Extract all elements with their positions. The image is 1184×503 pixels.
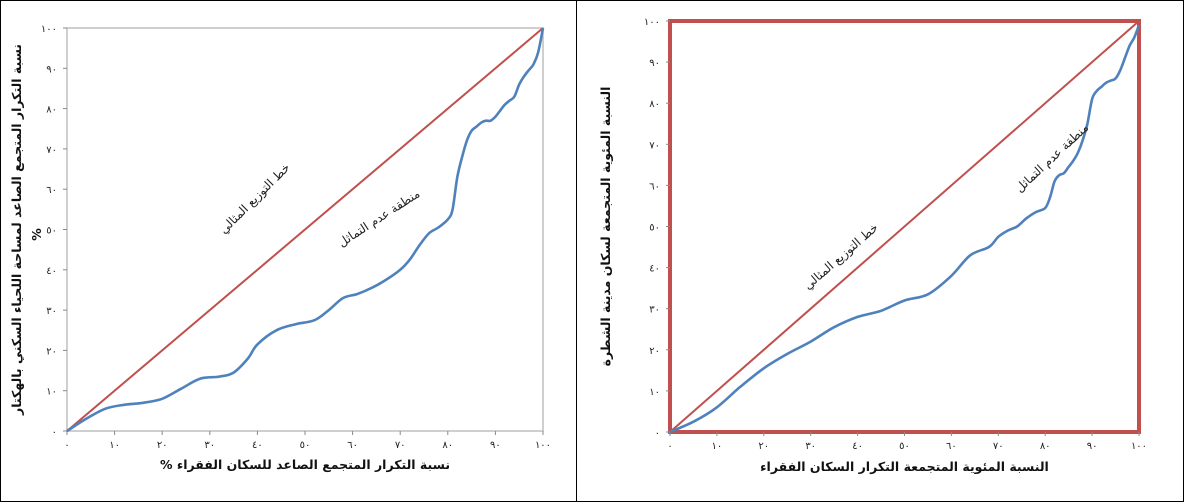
y-tick-label: ١٠ bbox=[46, 387, 57, 398]
lorenz-chart-area: ٠ ١٠ ٢٠ ٣٠ ٤٠ ٥٠ ٦٠ ٧٠ ٨٠ ٩٠ ١٠٠ ٠ ١٠ ٢٠ ٣٠ ٤٠ ٥٠ ٦٠ ٧٠ ٨٠ ٩… bbox=[9, 24, 551, 472]
equality-line-label: خط التوزيع المثالي bbox=[217, 160, 294, 237]
y-tick-label: ٨٠ bbox=[46, 105, 57, 116]
y-tick-label: ٠ bbox=[52, 427, 57, 438]
x-tick-label: ٤٠ bbox=[852, 441, 863, 452]
equality-line bbox=[669, 20, 1140, 433]
x-tick-label: ٧٠ bbox=[395, 440, 406, 451]
y-tick-label: ٩٠ bbox=[46, 64, 57, 75]
y-tick-label: ٥٠ bbox=[649, 223, 660, 234]
y-tick-label: ٣٠ bbox=[46, 306, 57, 317]
x-tick-label: ٥٠ bbox=[300, 440, 311, 451]
lorenz-chart-population: ٠ ١٠ ٢٠ ٣٠ ٤٠ ٥٠ ٦٠ ٧٠ ٨٠ ٩٠ ١٠٠ ٠ ١٠ ٢٠ ٣٠ ٤٠ ٥٠ ٦٠ ٧٠ ٨٠ ٩… bbox=[598, 17, 1147, 474]
left-chart-cell: ٠ ١٠ ٢٠ ٣٠ ٤٠ ٥٠ ٦٠ ٧٠ ٨٠ ٩٠ ١٠٠ ٠ ١٠ ٢٠ ٣٠ ٤٠ ٥٠ ٦٠ ٧٠ ٨٠ ٩… bbox=[0, 0, 577, 502]
x-tick-label: ٧٠ bbox=[993, 441, 1004, 452]
y-tick-label: ٠ bbox=[655, 428, 660, 439]
x-tick-label: ٩٠ bbox=[490, 440, 501, 451]
inequality-area-label: منطقة عدم التماثل bbox=[1013, 120, 1092, 195]
lorenz-curve bbox=[669, 24, 1141, 434]
y-tick-label: ٧٠ bbox=[649, 140, 660, 151]
x-tick-label: ١٠٠ bbox=[1131, 441, 1147, 452]
y-tick-label: ٤٠ bbox=[649, 264, 660, 275]
x-tick-label: ٦٠ bbox=[347, 440, 358, 451]
y-tick-label: ٥٠ bbox=[46, 226, 57, 237]
y-tick-label: ١٠ bbox=[649, 387, 660, 398]
y-tick-label: ٧٠ bbox=[46, 145, 57, 156]
x-tick-label: ٩٠ bbox=[1087, 441, 1098, 452]
x-tick-label: ١٠ bbox=[109, 440, 120, 451]
y-tick-label: ٩٠ bbox=[649, 58, 660, 69]
y-tick-label: ٢٠ bbox=[649, 346, 660, 357]
x-tick-label: ٥٠ bbox=[899, 441, 910, 452]
x-tick-label: ٤٠ bbox=[252, 440, 263, 451]
inequality-area-label: منطقة عدم التماثل bbox=[336, 186, 423, 249]
x-tick-label: ٠ bbox=[667, 441, 672, 452]
x-tick-label: ١٠٠ bbox=[535, 440, 551, 451]
y-axis-title: نسبة التكرار المتجمع الصاعد لمساحة اللحي… bbox=[9, 44, 24, 416]
y-axis-title: النسبة المئوية المتجمعة لسكان مدينة الشط… bbox=[598, 87, 613, 367]
y-tick-label: ١٠٠ bbox=[644, 17, 660, 28]
y-tick-label: ٢٠ bbox=[46, 346, 57, 357]
x-axis-title: نسبة التكرار المتجمع الصاعد للسكان الفقر… bbox=[160, 457, 450, 472]
x-tick-label: ٢٠ bbox=[157, 440, 168, 451]
y-tick-label: ٣٠ bbox=[649, 305, 660, 316]
equality-line bbox=[66, 27, 544, 432]
right-chart-cell: ٠ ١٠ ٢٠ ٣٠ ٤٠ ٥٠ ٦٠ ٧٠ ٨٠ ٩٠ ١٠٠ ٠ ١٠ ٢٠ ٣٠ ٤٠ ٥٠ ٦٠ ٧٠ ٨٠ ٩… bbox=[576, 0, 1184, 502]
y-tick-label: ٤٠ bbox=[46, 266, 57, 277]
x-tick-label: ٠ bbox=[64, 440, 69, 451]
x-tick-label: ٨٠ bbox=[442, 440, 453, 451]
y-tick-label: ٦٠ bbox=[46, 185, 57, 196]
y-tick-label: ١٠٠ bbox=[41, 24, 57, 35]
y-axis-unit: % bbox=[29, 228, 44, 241]
y-tick-label: ٨٠ bbox=[649, 99, 660, 110]
y-tick-label: ٦٠ bbox=[649, 181, 660, 192]
x-tick-label: ٣٠ bbox=[805, 441, 816, 452]
x-tick-label: ٨٠ bbox=[1040, 441, 1051, 452]
x-tick-label: ٦٠ bbox=[946, 441, 957, 452]
x-tick-label: ١٠ bbox=[712, 441, 723, 452]
x-tick-label: ٢٠ bbox=[758, 441, 769, 452]
lorenz-curve bbox=[66, 27, 545, 433]
x-tick-label: ٣٠ bbox=[204, 440, 215, 451]
x-axis-title: النسبة المئوية المتجمعة التكرار السكان ا… bbox=[760, 459, 1049, 474]
